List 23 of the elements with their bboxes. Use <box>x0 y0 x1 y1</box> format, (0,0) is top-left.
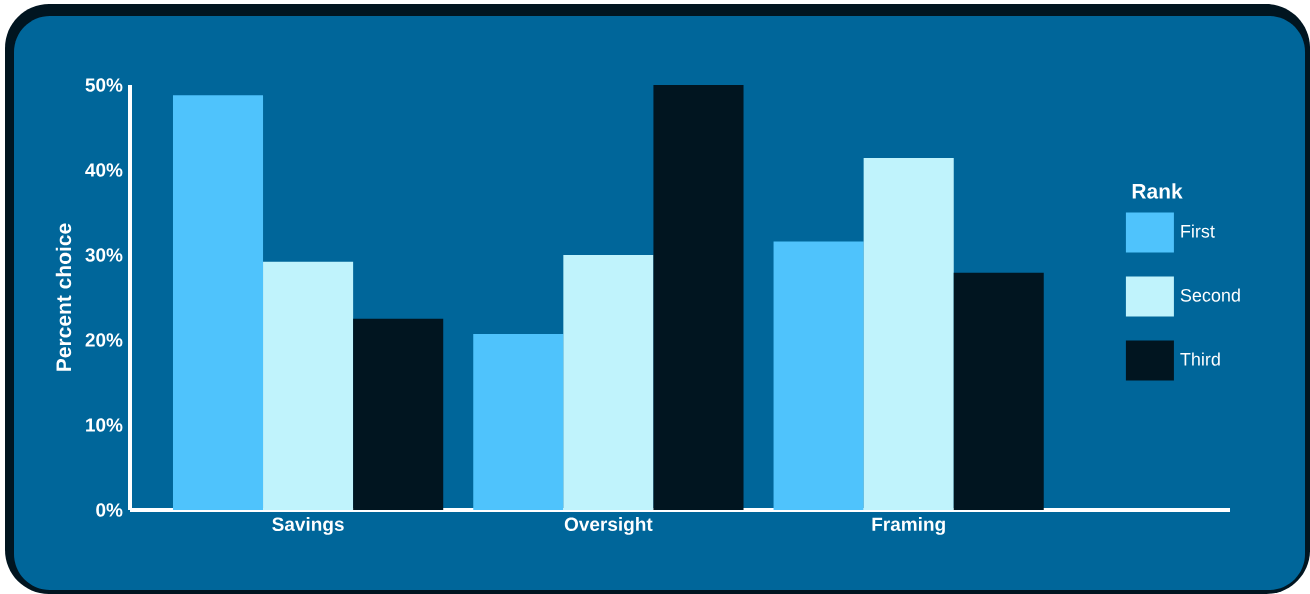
x-tick-label: Savings <box>272 517 344 535</box>
legend-label: First <box>1181 224 1215 238</box>
y-tick-label: 30% <box>85 248 123 262</box>
bar <box>563 255 654 510</box>
legend-label: Third <box>1180 352 1220 366</box>
legend-label: Second <box>1180 288 1240 302</box>
x-tick-label: Framing <box>872 517 945 535</box>
y-tick-label: 50% <box>85 78 123 92</box>
bar <box>353 318 444 510</box>
y-tick-label: 10% <box>86 418 123 432</box>
bar <box>953 272 1044 510</box>
bar <box>172 95 264 510</box>
bar <box>773 241 864 510</box>
y-tick-label: 20% <box>85 333 123 347</box>
bar <box>863 158 954 510</box>
x-tick-label: Oversight <box>564 517 653 535</box>
bar <box>653 85 744 510</box>
y-tick-label: 0% <box>96 503 123 517</box>
y-tick-label: 40% <box>85 163 123 177</box>
y-axis-title: Percent choice <box>55 223 72 371</box>
bar <box>473 334 564 510</box>
bar <box>263 261 354 510</box>
legend-title: Rank <box>1132 183 1183 199</box>
